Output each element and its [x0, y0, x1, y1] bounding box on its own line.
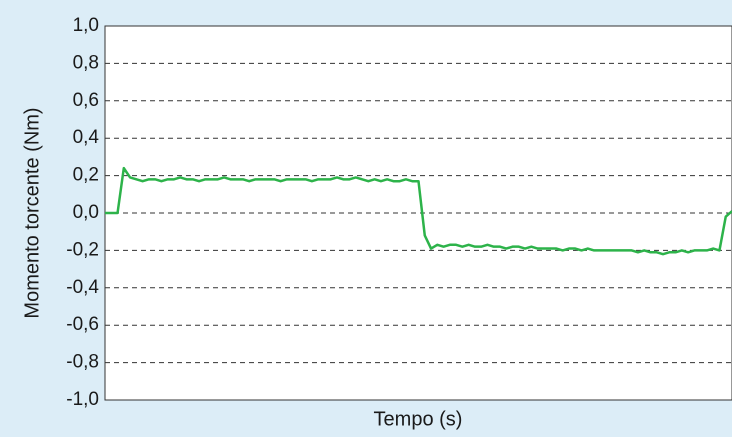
- y-tick-label: -0,4: [66, 277, 99, 298]
- y-tick-label: 0,0: [73, 202, 99, 223]
- y-axis-label: Momento torcente (Nm): [21, 107, 43, 318]
- y-tick-label: 0,6: [73, 90, 99, 111]
- y-tick-label: -0,8: [66, 352, 99, 373]
- y-tick-label: -0,2: [66, 239, 99, 260]
- y-tick-label: 1,0: [73, 15, 99, 36]
- y-tick-label: -0,6: [66, 314, 99, 335]
- y-tick-label: 0,4: [73, 127, 100, 148]
- y-tick-label: -1,0: [66, 389, 99, 410]
- data-line: [105, 166, 732, 256]
- x-axis-label: Tempo (s): [374, 408, 463, 430]
- y-tick-label: 0,2: [73, 165, 99, 186]
- y-tick-label: 0,8: [73, 52, 99, 73]
